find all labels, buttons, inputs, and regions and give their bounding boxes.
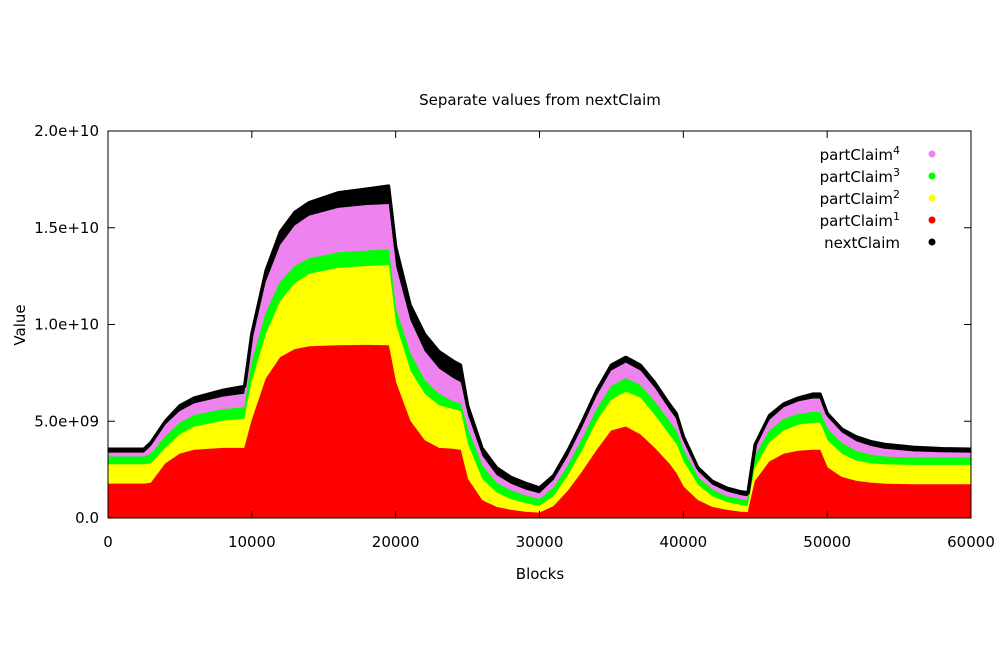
x-axis: 0 10000 20000 30000 40000 50000 60000 [103,131,995,551]
y-axis: 0.0 5.0e+09 1.0e+10 1.5e+10 2.0e+10 [34,122,971,527]
x-tick-label: 50000 [803,533,851,551]
legend-marker [928,172,936,180]
x-tick-label: 0 [103,533,113,551]
chart-areas [107,186,972,519]
x-tick-label: 40000 [659,533,707,551]
legend-label: partClaim2 [820,188,900,208]
x-axis-label: Blocks [516,565,565,583]
legend-item-partClaim1: partClaim1 [820,210,936,230]
y-tick-label: 1.0e+10 [34,316,99,334]
legend-label: nextClaim [824,234,900,252]
legend-marker [928,150,936,158]
legend-label: partClaim3 [820,166,900,186]
legend: partClaim4partClaim3partClaim2partClaim1… [820,144,936,252]
chart-top-line [108,184,972,495]
y-tick-label: 0.0 [75,509,99,527]
y-tick-label: 5.0e+09 [34,412,99,430]
line-nextClaim [108,184,972,495]
legend-item-partClaim4: partClaim4 [820,144,936,164]
x-tick-label: 10000 [228,533,276,551]
legend-item-nextClaim: nextClaim [824,234,936,252]
legend-label: partClaim1 [820,210,900,230]
x-tick-label: 30000 [516,533,564,551]
legend-marker [928,194,936,202]
legend-item-partClaim3: partClaim3 [820,166,936,186]
y-tick-label: 2.0e+10 [34,122,99,140]
y-axis-label: Value [11,304,29,345]
x-tick-label: 60000 [947,533,995,551]
chart-title: Separate values from nextClaim [419,91,661,109]
x-tick-label: 20000 [372,533,420,551]
y-tick-label: 1.5e+10 [34,219,99,237]
area-partClaim1 [107,344,972,519]
legend-marker [928,216,936,224]
legend-item-partClaim2: partClaim2 [820,188,936,208]
legend-label: partClaim4 [820,144,900,164]
legend-marker [928,238,936,246]
